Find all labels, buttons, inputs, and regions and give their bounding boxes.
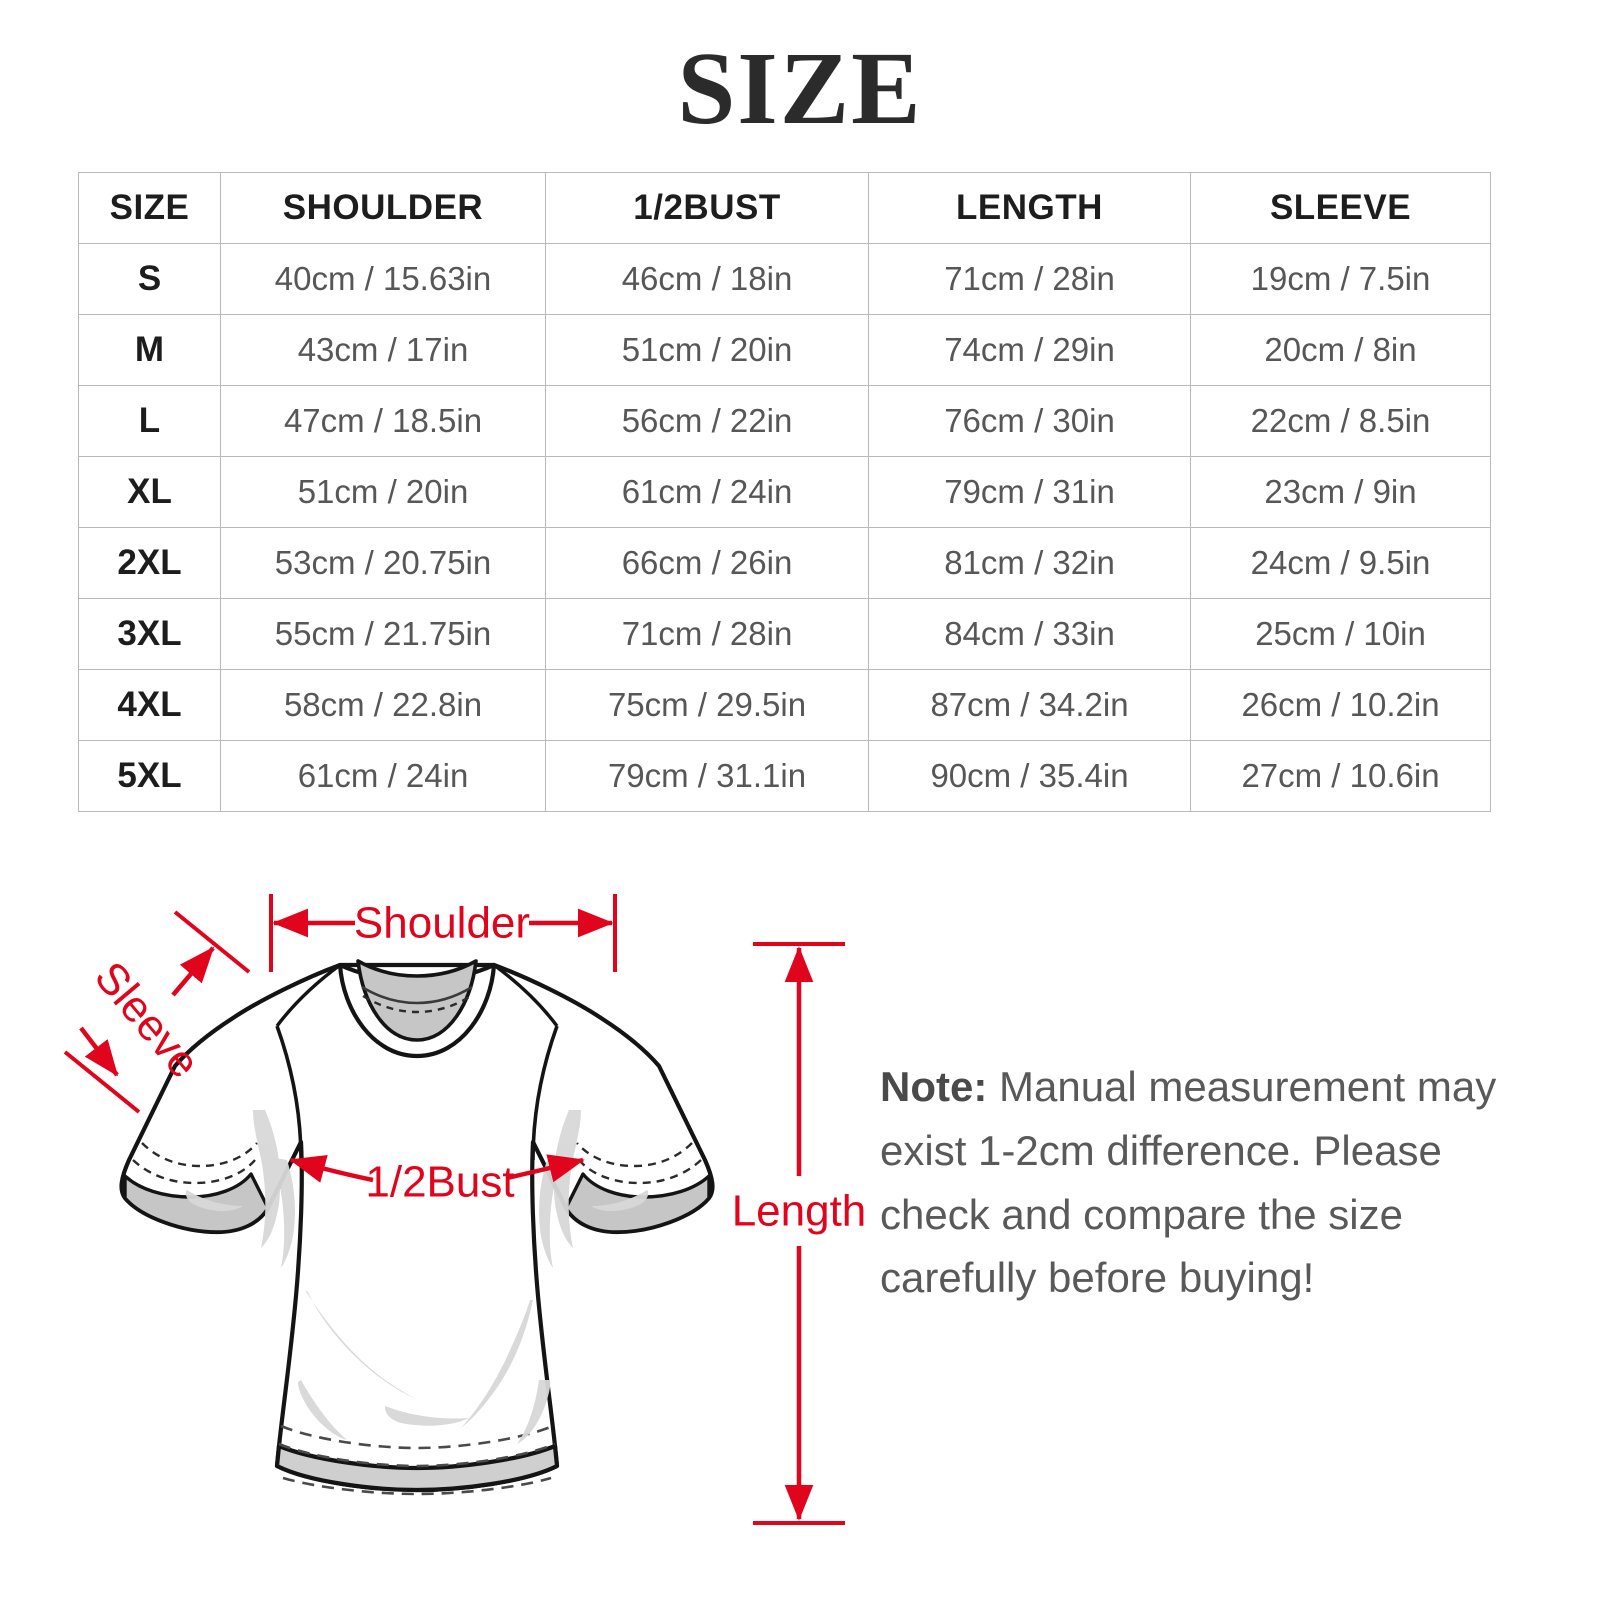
sleeve-tick-top <box>173 910 251 974</box>
table-row: L 47cm / 18.5in 56cm / 22in 76cm / 30in … <box>78 385 1491 457</box>
cell-sleeve: 25cm / 10in <box>1190 598 1491 670</box>
cell-length: 74cm / 29in <box>868 314 1191 386</box>
table-row: 2XL 53cm / 20.75in 66cm / 26in 81cm / 32… <box>78 527 1491 599</box>
sleeve-cuff-right-stitch-1 <box>578 1159 702 1185</box>
cell-shoulder: 40cm / 15.63in <box>220 243 546 315</box>
cell-length: 76cm / 30in <box>868 385 1191 457</box>
cell-sleeve: 20cm / 8in <box>1190 314 1491 386</box>
cell-sleeve: 19cm / 7.5in <box>1190 243 1491 315</box>
half-bust-label: 1/2Bust <box>365 1158 514 1207</box>
cell-shoulder: 51cm / 20in <box>220 456 546 528</box>
cell-size: XL <box>78 456 221 528</box>
cell-shoulder: 61cm / 24in <box>220 740 546 812</box>
cell-length: 90cm / 35.4in <box>868 740 1191 812</box>
table-row: 3XL 55cm / 21.75in 71cm / 28in 84cm / 33… <box>78 598 1491 670</box>
measurement-diagram: Shoulder Sleeve 1/2Bust Length <box>0 840 1600 1600</box>
cell-bust: 56cm / 22in <box>545 385 869 457</box>
armhole-seam-right <box>531 1025 559 1161</box>
cell-sleeve: 22cm / 8.5in <box>1190 385 1491 457</box>
cell-bust: 61cm / 24in <box>545 456 869 528</box>
shoulder-seam-right <box>492 963 559 1028</box>
sleeve-cuff-left-stitch-2 <box>141 1142 258 1168</box>
cell-bust: 79cm / 31.1in <box>545 740 869 812</box>
table-row: M 43cm / 17in 51cm / 20in 74cm / 29in 20… <box>78 314 1491 386</box>
cell-bust: 75cm / 29.5in <box>545 669 869 741</box>
cell-length: 84cm / 33in <box>868 598 1191 670</box>
column-header-size: SIZE <box>78 172 221 244</box>
table-header-row: SIZE SHOULDER 1/2BUST LENGTH SLEEVE <box>78 172 1491 244</box>
cell-shoulder: 58cm / 22.8in <box>220 669 546 741</box>
cell-bust: 66cm / 26in <box>545 527 869 599</box>
cell-sleeve: 26cm / 10.2in <box>1190 669 1491 741</box>
shoulder-measurement-annotation: Shoulder <box>269 894 617 972</box>
page-title: SIZE <box>677 31 923 146</box>
cell-size: M <box>78 314 221 386</box>
cell-length: 71cm / 28in <box>868 243 1191 315</box>
half-bust-measurement-annotation: 1/2Bust <box>289 1154 585 1207</box>
cell-bust: 46cm / 18in <box>545 243 869 315</box>
sleeve-cuff-right-stitch-2 <box>576 1142 693 1168</box>
collar-stitch-dashed <box>362 994 472 1014</box>
column-header-bust: 1/2BUST <box>545 172 869 244</box>
cell-sleeve: 23cm / 9in <box>1190 456 1491 528</box>
cell-size: 4XL <box>78 669 221 741</box>
bottom-hem-fill <box>274 1443 560 1493</box>
cell-bust: 71cm / 28in <box>545 598 869 670</box>
bottom-hem-stitch-1 <box>278 1442 556 1468</box>
note-label: Note: <box>880 1063 988 1110</box>
column-header-shoulder: SHOULDER <box>220 172 546 244</box>
collar-stitch-band <box>361 985 473 1005</box>
shoulder-label: Shoulder <box>354 899 530 948</box>
cell-size: S <box>78 243 221 315</box>
note-text: Manual measurement may exist 1-2cm diffe… <box>880 1063 1497 1302</box>
collar-inner-neck <box>356 959 478 1042</box>
cell-length: 81cm / 32in <box>868 527 1191 599</box>
cell-shoulder: 53cm / 20.75in <box>220 527 546 599</box>
size-chart-table: SIZE SHOULDER 1/2BUST LENGTH SLEEVE S 40… <box>78 172 1491 812</box>
cell-shoulder: 43cm / 17in <box>220 314 546 386</box>
sleeve-arrow-up <box>171 946 215 997</box>
measurement-note: Note: Manual measurement may exist 1-2cm… <box>880 1055 1520 1310</box>
armhole-seam-left <box>275 1025 303 1161</box>
cell-shoulder: 55cm / 21.75in <box>220 598 546 670</box>
tshirt-body-group <box>119 959 715 1496</box>
cell-shoulder: 47cm / 18.5in <box>220 385 546 457</box>
cell-length: 79cm / 31in <box>868 456 1191 528</box>
column-header-sleeve: SLEEVE <box>1190 172 1491 244</box>
cell-sleeve: 24cm / 9.5in <box>1190 527 1491 599</box>
cell-size: 3XL <box>78 598 221 670</box>
sleeve-arrow-down <box>79 1026 119 1077</box>
sleeve-tick-bottom <box>63 1050 141 1114</box>
length-measurement-annotation: Length <box>732 942 867 1525</box>
cell-size: 2XL <box>78 527 221 599</box>
sleeve-cuff-left-stitch-1 <box>132 1159 256 1185</box>
shoulder-seam-left <box>275 963 342 1028</box>
column-header-length: LENGTH <box>868 172 1191 244</box>
half-bust-arrow-left <box>289 1154 374 1183</box>
cell-length: 87cm / 34.2in <box>868 669 1191 741</box>
half-bust-arrow-right <box>506 1154 585 1183</box>
table-row: 4XL 58cm / 22.8in 75cm / 29.5in 87cm / 3… <box>78 669 1491 741</box>
cell-size: 5XL <box>78 740 221 812</box>
tshirt-illustration: Shoulder Sleeve 1/2Bust Length <box>63 894 867 1525</box>
cell-sleeve: 27cm / 10.6in <box>1190 740 1491 812</box>
table-row: XL 51cm / 20in 61cm / 24in 79cm / 31in 2… <box>78 456 1491 528</box>
length-label: Length <box>732 1187 867 1236</box>
table-row: S 40cm / 15.63in 46cm / 18in 71cm / 28in… <box>78 243 1491 315</box>
size-chart-table-container: SIZE SHOULDER 1/2BUST LENGTH SLEEVE S 40… <box>78 172 1491 812</box>
cell-bust: 51cm / 20in <box>545 314 869 386</box>
table-row: 5XL 61cm / 24in 79cm / 31.1in 90cm / 35.… <box>78 740 1491 812</box>
cell-size: L <box>78 385 221 457</box>
